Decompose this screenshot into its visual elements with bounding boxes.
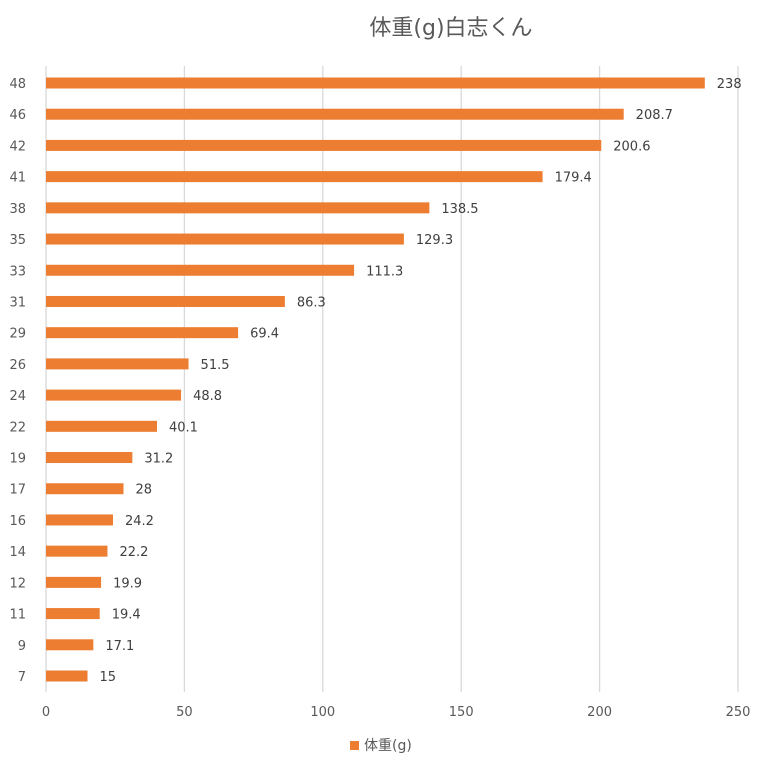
category-label: 14 <box>9 545 26 560</box>
bar <box>46 514 113 526</box>
x-tick-label: 200 <box>587 705 612 720</box>
bar <box>46 639 94 651</box>
data-label: 129.3 <box>416 233 453 248</box>
category-label: 42 <box>9 139 26 154</box>
bar <box>46 295 285 307</box>
data-label: 138.5 <box>441 202 478 217</box>
data-label: 24.2 <box>125 514 154 529</box>
bar <box>46 576 102 588</box>
category-label: 46 <box>9 108 26 123</box>
category-label: 9 <box>18 639 26 654</box>
data-label: 48.8 <box>193 389 222 404</box>
category-label: 16 <box>9 514 26 529</box>
category-label: 12 <box>9 576 26 591</box>
data-label: 200.6 <box>613 139 650 154</box>
category-label: 17 <box>9 483 26 498</box>
bar <box>46 420 157 432</box>
category-label: 38 <box>9 202 26 217</box>
data-label: 40.1 <box>169 420 198 435</box>
category-label: 35 <box>9 233 26 248</box>
bar <box>46 264 355 276</box>
data-label: 111.3 <box>366 264 403 279</box>
bar <box>46 108 624 120</box>
bar <box>46 670 88 682</box>
bar <box>46 327 239 339</box>
data-label: 86.3 <box>297 295 326 310</box>
data-label: 22.2 <box>119 545 148 560</box>
x-tick-label: 250 <box>726 705 751 720</box>
category-label: 7 <box>18 670 26 685</box>
bar <box>46 452 133 464</box>
category-label: 26 <box>9 358 26 373</box>
bar <box>46 202 430 214</box>
bar <box>46 139 602 151</box>
category-label: 33 <box>9 264 26 279</box>
data-label: 15 <box>100 670 117 685</box>
data-label: 208.7 <box>636 108 673 123</box>
category-label: 22 <box>9 420 26 435</box>
category-label: 19 <box>9 452 26 467</box>
bar <box>46 483 124 495</box>
category-label: 31 <box>9 295 26 310</box>
chart-title: 体重(g)白志くん <box>369 16 533 41</box>
bar <box>46 77 705 89</box>
bar <box>46 171 543 183</box>
bar <box>46 389 182 401</box>
data-label: 238 <box>717 77 742 92</box>
legend: 体重(g) <box>350 735 412 755</box>
data-label: 28 <box>136 483 153 498</box>
category-label: 11 <box>9 608 26 623</box>
data-label: 179.4 <box>555 171 592 186</box>
data-label: 17.1 <box>105 639 134 654</box>
category-label: 48 <box>9 77 26 92</box>
bar <box>46 233 404 245</box>
data-label: 69.4 <box>250 327 279 342</box>
category-label: 41 <box>9 171 26 186</box>
legend-swatch <box>350 740 359 750</box>
x-tick-label: 50 <box>176 705 193 720</box>
x-tick-label: 0 <box>42 705 50 720</box>
bar <box>46 358 189 370</box>
category-label: 24 <box>9 389 26 404</box>
data-label: 51.5 <box>201 358 230 373</box>
data-label: 19.4 <box>112 608 141 623</box>
bar <box>46 608 100 620</box>
data-label: 31.2 <box>144 452 173 467</box>
bar <box>46 545 108 557</box>
x-tick-label: 100 <box>310 705 335 720</box>
x-tick-label: 150 <box>449 705 474 720</box>
category-label: 29 <box>9 327 26 342</box>
legend-label: 体重(g) <box>364 738 412 754</box>
data-label: 19.9 <box>113 576 142 591</box>
